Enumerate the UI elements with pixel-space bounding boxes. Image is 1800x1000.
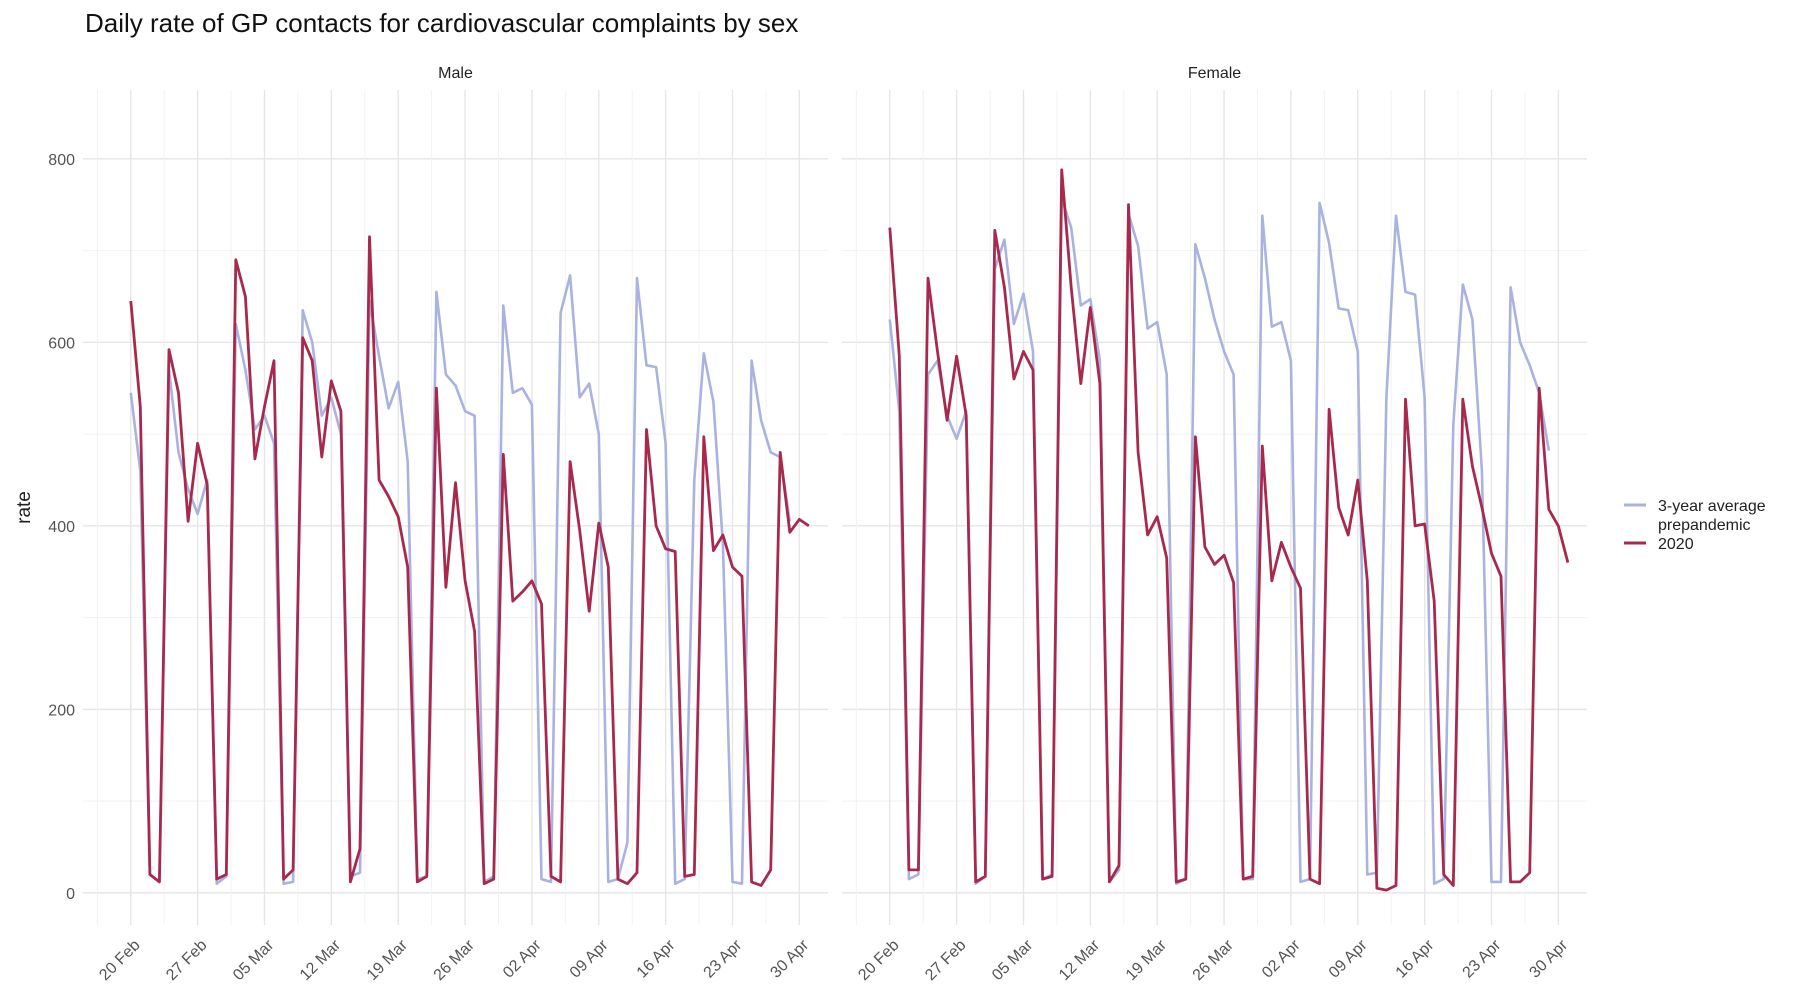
female-x-tick-label: 05 Mar [989, 936, 1037, 984]
male-x-tick-label: 02 Apr [500, 936, 545, 981]
legend: 3-year average prepandemic 2020 [1624, 498, 1766, 553]
male-x-tick-label: 09 Apr [567, 936, 612, 981]
legend-label-2020: 2020 [1658, 536, 1694, 553]
legend-label-prepandemic: 3-year average prepandemic [1658, 498, 1766, 534]
y-tick-label: 400 [48, 519, 75, 536]
female-x-tick-label: 23 Apr [1460, 936, 1505, 981]
male-series-2020 [129, 235, 810, 887]
female-x-tick-label: 16 Apr [1393, 936, 1438, 981]
male-x-tick-label: 27 Feb [163, 937, 210, 984]
female-x-tick-label: 02 Apr [1259, 936, 1304, 981]
male-x-tick-label: 16 Apr [634, 936, 679, 981]
axis-labels: Male 20 Feb 27 Feb 05 Mar 12 Mar 19 Mar 26 Mar… [14, 65, 1572, 984]
male-x-tick-label: 23 Apr [701, 936, 746, 981]
series-lines [129, 168, 1570, 892]
chart-title: Daily rate of GP contacts for cardiovasc… [85, 8, 799, 38]
y-tick-label: 800 [48, 152, 75, 169]
female-x-tick-label: 20 Feb [855, 937, 902, 984]
female-x-tick-label: 27 Feb [922, 937, 969, 984]
male-x-tick-label: 05 Mar [230, 936, 278, 984]
y-tick-label: 600 [48, 335, 75, 352]
y-axis-label: rate [14, 491, 35, 524]
male-x-tick-label: 30 Apr [767, 936, 812, 981]
panel-label-female: Female [1188, 65, 1241, 82]
y-tick-label: 200 [48, 702, 75, 719]
panel-label-male: Male [438, 65, 473, 82]
y-tick-label: 0 [66, 886, 75, 903]
female-x-tick-label: 30 Apr [1526, 936, 1571, 981]
female-x-tick-label: 12 Mar [1056, 936, 1104, 984]
male-x-tick-label: 20 Feb [96, 937, 143, 984]
male-x-tick-label: 19 Mar [364, 936, 412, 984]
male-series-prepandemic [129, 274, 792, 886]
female-series-prepandemic [888, 197, 1551, 886]
grid-lines [83, 90, 1587, 925]
female-series-2020 [888, 168, 1570, 892]
male-x-tick-label: 26 Mar [431, 936, 479, 984]
male-x-tick-label: 12 Mar [297, 936, 345, 984]
female-x-tick-label: 19 Mar [1123, 936, 1171, 984]
female-x-tick-label: 09 Apr [1326, 936, 1371, 981]
female-x-tick-label: 26 Mar [1190, 936, 1238, 984]
